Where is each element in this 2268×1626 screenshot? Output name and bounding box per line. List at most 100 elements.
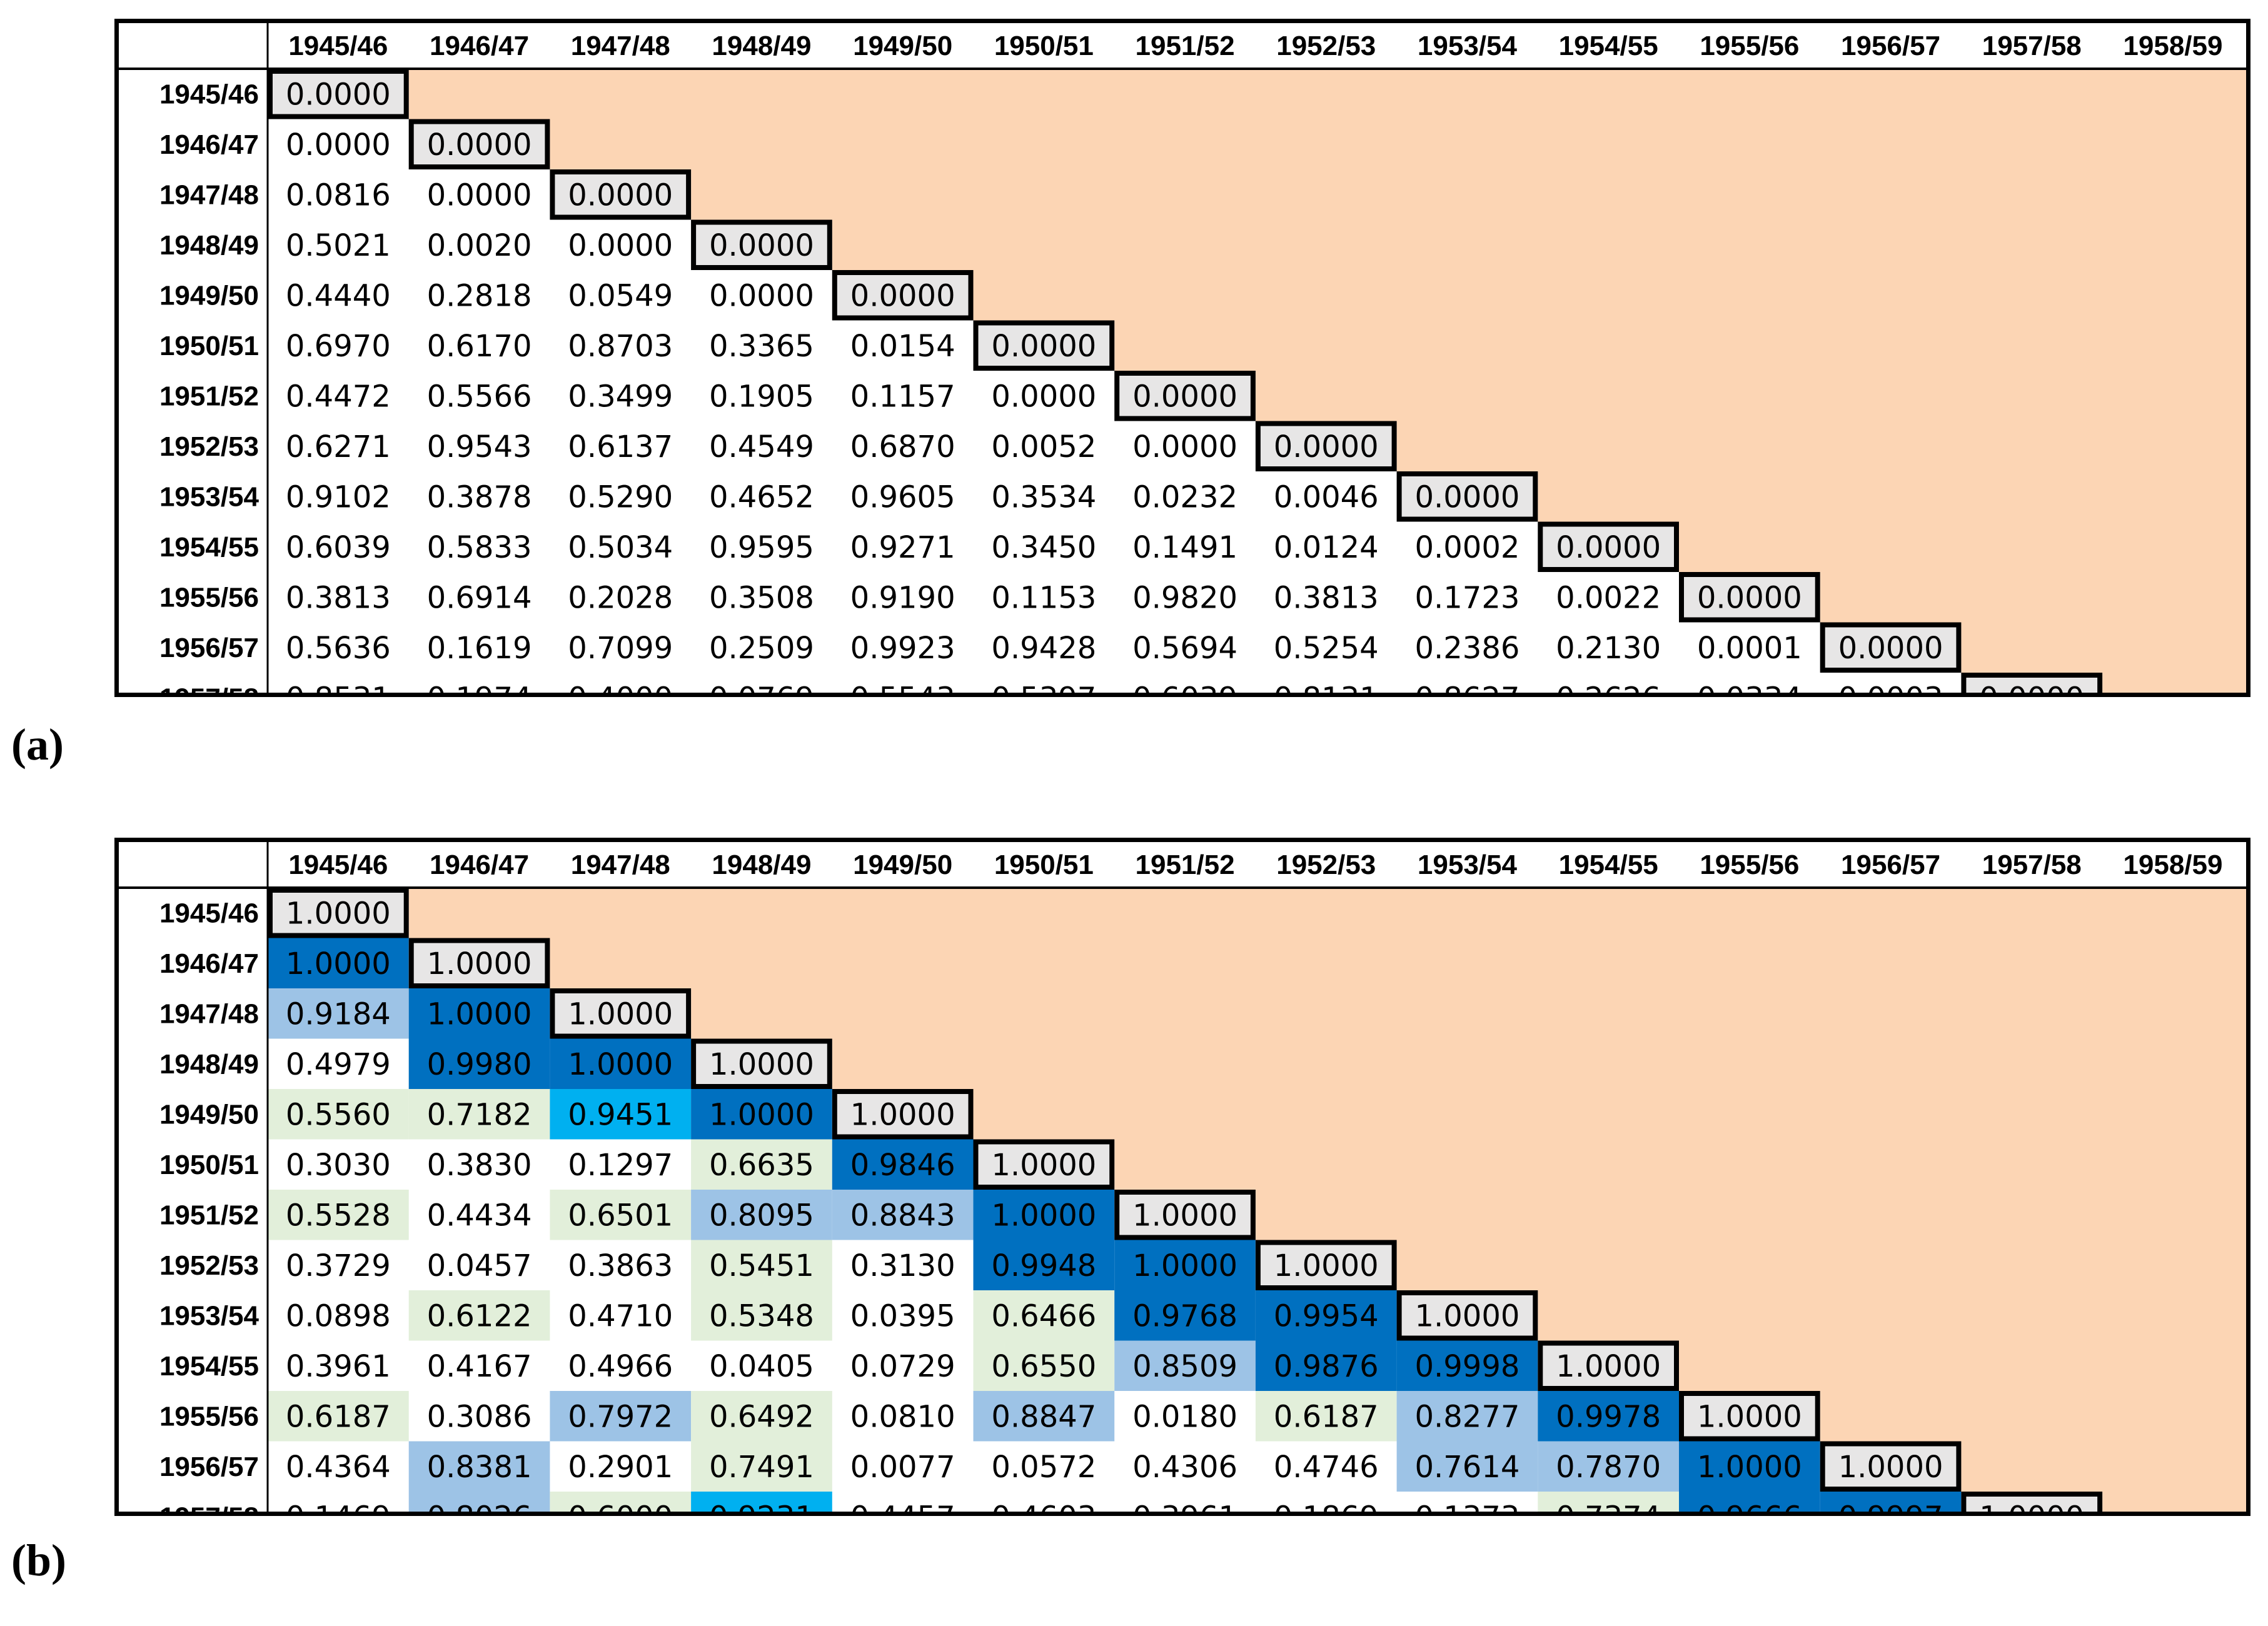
matrix-a-cell-value: 0.6914 xyxy=(427,580,532,615)
matrix-a-cell-value: 0.4472 xyxy=(286,379,391,414)
matrix-a-diagonal-cell-border xyxy=(1396,471,1538,522)
matrix-a-cell-value: 0.3450 xyxy=(991,530,1096,565)
matrix-b-col-header: 1956/57 xyxy=(1841,850,1940,880)
matrix-b-cell-value: 0.3961 xyxy=(1132,1500,1237,1512)
matrix-a-cell-value: 0.5566 xyxy=(427,379,532,414)
matrix-b-cell-value: 0.7491 xyxy=(709,1450,814,1485)
matrix-a-col-header: 1948/49 xyxy=(712,31,811,61)
matrix-a-row-header: 1953/54 xyxy=(159,481,260,512)
matrix-b-cell-bg xyxy=(691,1492,832,1512)
matrix-b-cell-value: 0.4167 xyxy=(427,1349,532,1384)
matrix-b-cell-value: 0.8843 xyxy=(850,1198,955,1233)
matrix-b-diagonal-cell-bg xyxy=(832,1089,974,1140)
matrix-b-diagonal-value: 1.0000 xyxy=(1697,1399,1802,1434)
matrix-a-row-header: 1954/55 xyxy=(159,532,259,563)
matrix-b-cell-value: 0.4457 xyxy=(850,1500,955,1512)
matrix-a-cell-value: 0.2028 xyxy=(568,580,673,615)
matrix-b-diagonal-cell-bg xyxy=(691,1038,832,1089)
matrix-b-diagonal-value: 1.0000 xyxy=(286,896,391,931)
matrix-b-row-header: 1947/48 xyxy=(159,998,259,1029)
matrix-a-cell-value: 0.6970 xyxy=(286,329,391,364)
matrix-b-cell-value: 0.3961 xyxy=(286,1349,391,1384)
matrix-b-cell-bg xyxy=(408,1441,550,1492)
matrix-b-cell-bg xyxy=(832,1190,974,1240)
matrix-b-diagonal-value: 1.0000 xyxy=(568,996,673,1031)
matrix-b-diagonal-cell-border xyxy=(973,1139,1115,1190)
matrix-b-cell-bg xyxy=(1114,1290,1256,1341)
matrix-b-cell-value: 1.0000 xyxy=(991,1198,1096,1233)
matrix-b-cell-value: 0.4966 xyxy=(568,1349,673,1384)
matrix-panel-a: 1945/46 1946/47 1947/48 1948/49 1949/50 1950/… xyxy=(114,19,2250,697)
matrix-a-cell-value: 0.1153 xyxy=(991,580,1096,615)
matrix-a-cell-value: 0.1491 xyxy=(1132,530,1237,565)
matrix-b-cell-bg xyxy=(1114,1340,1256,1391)
matrix-a-diagonal-value: 0.0000 xyxy=(286,77,391,112)
matrix-b-diagonal-cell-bg xyxy=(550,988,692,1039)
matrix-b-cell-bg xyxy=(408,988,550,1039)
matrix-a-row-header: 1950/51 xyxy=(159,331,259,361)
matrix-b-diagonal-cell-bg xyxy=(1255,1240,1397,1290)
matrix-a-diagonal-cell-bg xyxy=(1538,521,1679,572)
matrix-b-cell-bg xyxy=(408,1492,550,1512)
matrix-a-diagonal-value: 0.0000 xyxy=(1979,681,2084,693)
matrix-a-cell-value: 0.9428 xyxy=(991,631,1096,666)
matrix-b-diagonal-cell-border xyxy=(1255,1240,1397,1290)
matrix-b-cell-bg xyxy=(973,1391,1115,1442)
matrix-b-cell-value: 0.2901 xyxy=(568,1450,673,1485)
matrix-b-row-header: 1950/51 xyxy=(159,1150,259,1180)
matrix-a-cell-value: 0.6039 xyxy=(286,530,391,565)
matrix-b-cell-value: 0.9954 xyxy=(1274,1298,1379,1333)
matrix-a-cell-value: 0.2509 xyxy=(709,631,814,666)
matrix-b-cell-value: 0.7870 xyxy=(1556,1450,1661,1485)
matrix-b-cell-value: 0.9997 xyxy=(1838,1500,1943,1512)
matrix-b-cell-bg xyxy=(691,1290,832,1341)
matrix-a-col-header: 1953/54 xyxy=(1418,31,1518,61)
matrix-a-cell-value: 0.4440 xyxy=(286,278,391,313)
matrix-a-cell-value: 0.6870 xyxy=(850,429,955,464)
matrix-a-diagonal-cell-border xyxy=(1820,622,1962,673)
matrix-b-cell-bg xyxy=(268,1089,409,1140)
matrix-a-cell-value: 0.3365 xyxy=(709,329,814,364)
matrix-a-cell-value: 0.9820 xyxy=(1132,580,1237,615)
matrix-a-col-header: 1956/57 xyxy=(1841,31,1940,61)
matrix-a-diagonal-value: 0.0000 xyxy=(1132,379,1237,414)
matrix-b-cell-bg xyxy=(550,1089,692,1140)
matrix-a-cell-value: 0.5254 xyxy=(1274,631,1379,666)
matrix-a-cell-value: 0.3534 xyxy=(991,479,1096,514)
matrix-b-diagonal-value: 1.0000 xyxy=(1414,1298,1520,1333)
matrix-b-cell-value: 0.8095 xyxy=(709,1198,814,1233)
matrix-a-diagonal-cell-bg xyxy=(973,320,1115,371)
matrix-b-diagonal-value: 1.0000 xyxy=(1132,1198,1237,1233)
matrix-a-col-header: 1949/50 xyxy=(853,31,952,61)
matrix-b-cell-value: 0.4306 xyxy=(1132,1450,1237,1485)
matrix-a-diagonal-cell-border xyxy=(268,69,409,119)
matrix-b-cell-value: 0.7374 xyxy=(1556,1500,1661,1512)
matrix-b-cell-value: 0.9768 xyxy=(1132,1298,1237,1333)
matrix-b-cell-value: 0.9998 xyxy=(1414,1349,1520,1384)
matrix-a-cell-value: 0.1723 xyxy=(1414,580,1520,615)
matrix-a-cell-value: 0.0549 xyxy=(568,278,673,313)
matrix-b-cell-value: 0.0810 xyxy=(850,1399,955,1434)
matrix-b-cell-value: 0.3086 xyxy=(427,1399,532,1434)
matrix-b-cell-value: 0.9451 xyxy=(568,1097,673,1132)
matrix-a-cell-value: 0.2818 xyxy=(427,278,532,313)
matrix-b-cell-value: 0.3130 xyxy=(850,1248,955,1283)
matrix-b-cell-value: 0.6000 xyxy=(568,1500,673,1512)
matrix-b-cell-value: 0.0395 xyxy=(850,1298,955,1333)
matrix-b-diagonal-cell-border xyxy=(832,1089,974,1140)
matrix-a-row-header: 1948/49 xyxy=(159,230,259,261)
matrix-b-cell-value: 0.4364 xyxy=(286,1450,391,1485)
matrix-a-cell-value: 0.2130 xyxy=(1556,631,1661,666)
matrix-a-diagonal-cell-border xyxy=(973,320,1115,371)
matrix-a-cell-value: 0.0000 xyxy=(991,379,1096,414)
matrix-b-row-header: 1949/50 xyxy=(159,1099,259,1130)
matrix-a-diagonal-cell-bg xyxy=(1255,421,1397,471)
matrix-a-cell-value: 0.0000 xyxy=(427,178,532,213)
matrix-b-cell-value: 1.0000 xyxy=(1132,1248,1237,1283)
matrix-b-cell-bg xyxy=(1538,1441,1679,1492)
matrix-b-cell-value: 1.0000 xyxy=(568,1047,673,1082)
matrix-b-cell-bg xyxy=(973,1290,1115,1341)
panel-b-label: (b) xyxy=(11,1535,66,1585)
matrix-b-cell-value: 0.9876 xyxy=(1274,1349,1379,1384)
matrix-b-cell-value: 0.0572 xyxy=(991,1450,1096,1485)
